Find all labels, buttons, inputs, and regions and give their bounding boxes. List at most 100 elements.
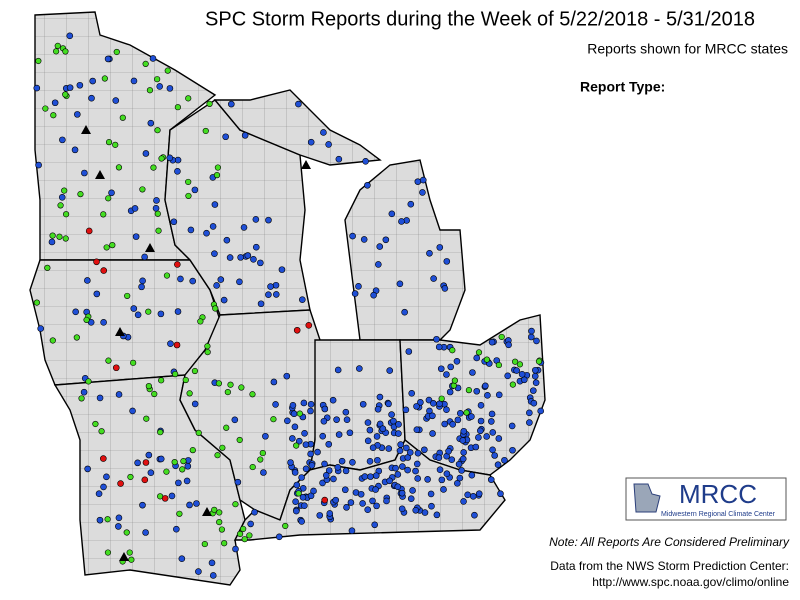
report-marker [174, 168, 181, 175]
report-marker [438, 476, 446, 484]
report-marker [63, 211, 70, 218]
report-marker [482, 382, 489, 390]
report-marker [234, 478, 242, 486]
note: Note: All Reports Are Considered Prelimi… [549, 535, 790, 549]
report-marker [156, 83, 164, 90]
report-marker [290, 410, 298, 418]
report-marker [145, 451, 153, 459]
report-marker [109, 242, 116, 249]
report-marker [221, 540, 228, 547]
report-marker [395, 421, 402, 428]
report-marker [468, 413, 475, 420]
report-marker [477, 427, 484, 435]
report-marker [443, 258, 451, 265]
reports [33, 32, 545, 579]
report-marker [173, 341, 181, 349]
report-marker [398, 505, 406, 513]
report-marker [334, 366, 342, 374]
report-marker [202, 127, 209, 135]
report-marker [414, 475, 421, 482]
report-marker [163, 272, 171, 279]
report-marker [509, 446, 516, 454]
report-marker [53, 48, 60, 55]
report-marker [246, 532, 253, 539]
report-marker [332, 496, 339, 504]
report-marker [115, 523, 122, 530]
report-marker [497, 490, 504, 498]
report-marker [488, 338, 496, 346]
report-marker [228, 100, 235, 108]
report-marker [237, 254, 244, 261]
report-marker [62, 48, 69, 55]
report-marker [214, 452, 221, 459]
report-marker [95, 170, 105, 179]
report-marker [491, 452, 498, 459]
report-marker [302, 465, 310, 473]
report-marker [100, 267, 108, 274]
report-marker [265, 216, 272, 224]
report-marker [44, 264, 51, 271]
report-marker [80, 388, 88, 396]
report-marker [154, 127, 161, 134]
report-marker [187, 226, 195, 234]
report-marker [66, 84, 74, 91]
report-marker [487, 476, 495, 483]
report-marker [119, 552, 129, 561]
report-marker [443, 371, 450, 378]
report-marker [369, 497, 376, 505]
report-marker [185, 95, 192, 102]
report-marker [213, 172, 221, 179]
report-marker [142, 459, 150, 466]
report-marker [301, 502, 308, 510]
report-marker [73, 334, 80, 341]
report-marker [249, 463, 256, 471]
report-marker [77, 191, 84, 198]
report-marker [138, 283, 145, 291]
report-marker [186, 501, 193, 509]
report-marker [112, 141, 119, 148]
report-marker [386, 477, 393, 485]
report-marker [349, 232, 356, 240]
report-marker [412, 506, 420, 514]
report-marker [240, 224, 248, 231]
report-marker [172, 371, 179, 378]
report-marker [359, 400, 367, 408]
report-marker [456, 474, 464, 482]
report-marker [115, 327, 125, 336]
report-marker [532, 366, 539, 374]
report-marker [501, 456, 508, 464]
report-marker [262, 432, 269, 440]
report-marker [413, 460, 421, 468]
report-marker [142, 60, 149, 67]
report-marker [366, 458, 374, 465]
report-marker [335, 155, 343, 163]
report-marker [104, 516, 111, 523]
report-marker [119, 114, 126, 121]
report-marker [298, 474, 305, 481]
report-marker [124, 292, 131, 300]
report-marker [180, 458, 187, 465]
report-marker [357, 490, 365, 498]
report-marker [405, 348, 413, 355]
report-marker [293, 481, 301, 489]
report-marker [404, 466, 411, 474]
report-marker [399, 463, 406, 470]
report-marker [419, 189, 426, 196]
report-marker [179, 466, 186, 473]
report-marker [293, 442, 300, 449]
report-marker [143, 415, 150, 422]
report-marker [208, 559, 216, 567]
report-marker [360, 236, 368, 243]
report-marker [424, 476, 431, 483]
report-marker [425, 396, 433, 404]
report-marker [292, 498, 299, 505]
report-marker [213, 282, 220, 289]
report-marker [473, 354, 481, 362]
report-marker [382, 236, 390, 244]
report-marker [509, 381, 516, 388]
report-marker [518, 371, 526, 378]
report-marker [161, 495, 169, 502]
report-marker [170, 218, 178, 226]
report-marker [419, 176, 427, 184]
